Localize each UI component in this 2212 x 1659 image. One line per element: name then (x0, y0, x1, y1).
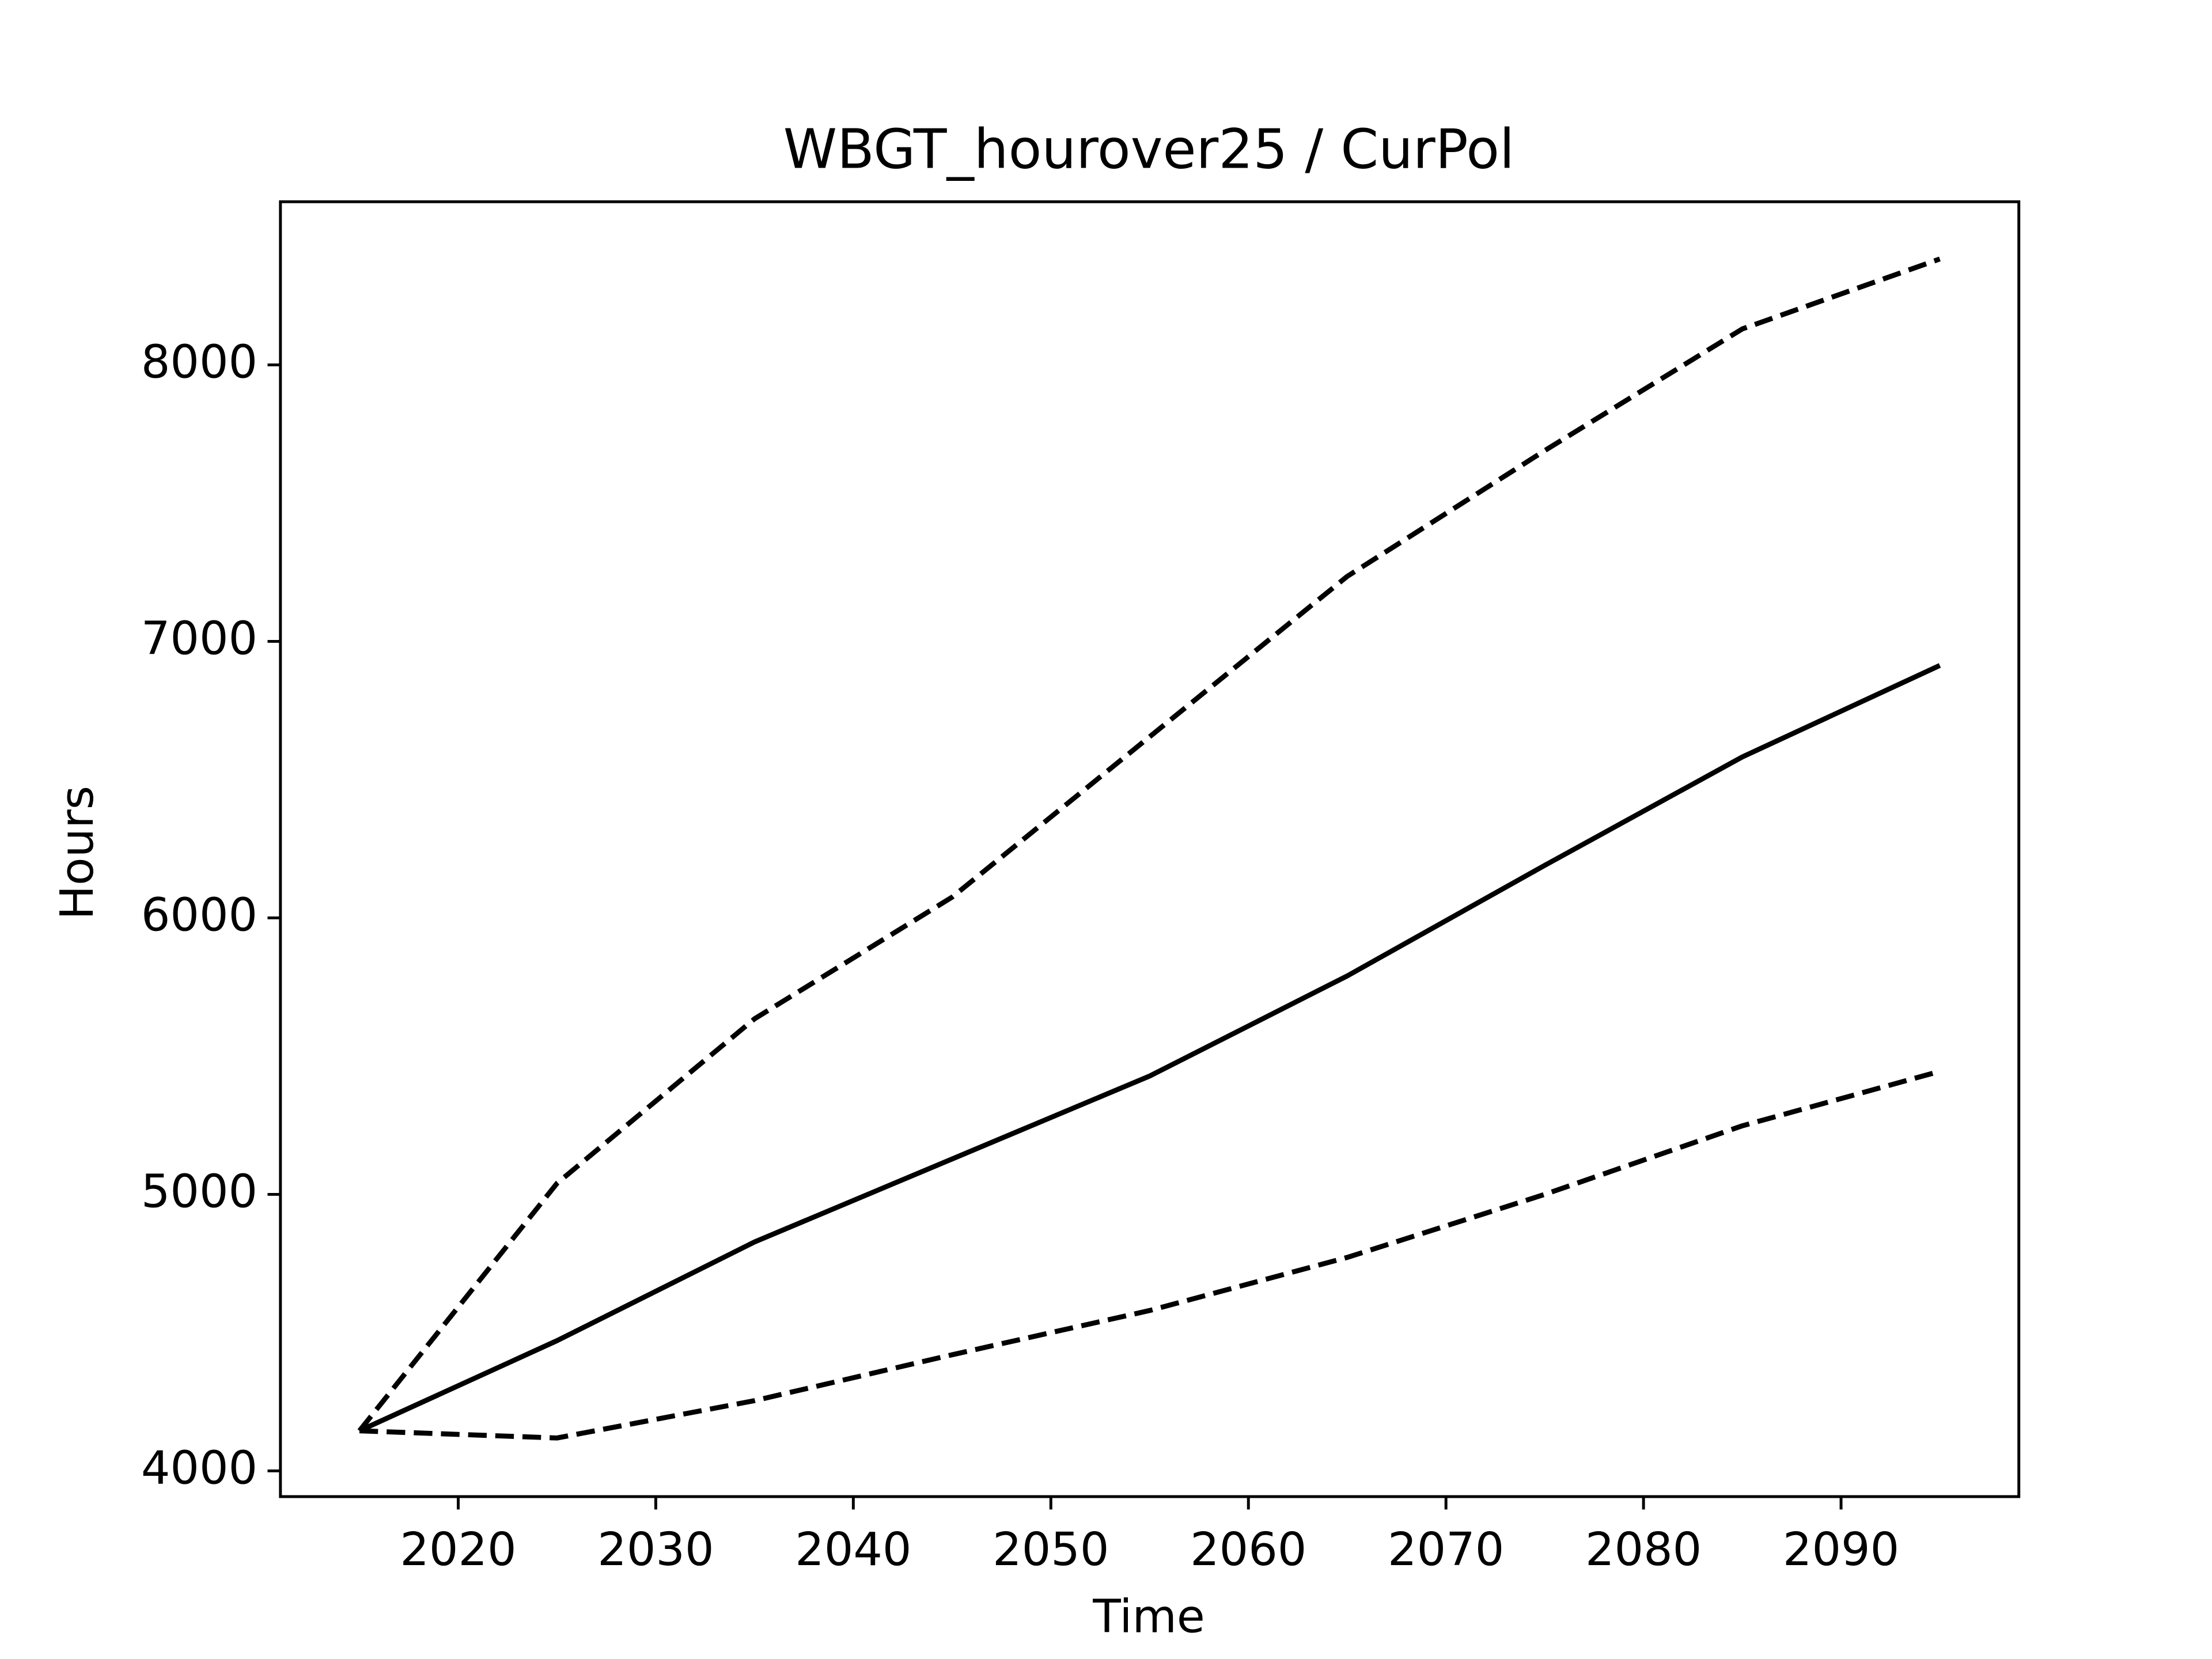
plot-frame (279, 200, 2021, 1498)
y-axis-label: Hours (50, 786, 104, 920)
x-tick-label: 2030 (597, 1522, 714, 1576)
x-tick-label: 2050 (993, 1522, 1109, 1576)
chart-title: WBGT_hourover25 / CurPol (783, 118, 1514, 181)
x-tick-label: 2020 (400, 1522, 516, 1576)
series-line (357, 256, 1941, 1433)
x-tick-label: 2070 (1388, 1522, 1504, 1576)
x-tick-label: 2040 (795, 1522, 911, 1576)
y-tick-label: 7000 (141, 611, 257, 665)
series-line (359, 1069, 1941, 1441)
y-tick-label: 6000 (141, 888, 257, 941)
x-tick-label: 2080 (1585, 1522, 1702, 1576)
series-line (358, 663, 1941, 1433)
y-tick-label: 4000 (141, 1441, 257, 1494)
x-axis-label: Time (1092, 1590, 1205, 1643)
x-tick-label: 2090 (1783, 1522, 1899, 1576)
x-tick-label: 2060 (1190, 1522, 1306, 1576)
y-tick-label: 8000 (141, 335, 257, 388)
y-tick-label: 5000 (141, 1164, 257, 1218)
